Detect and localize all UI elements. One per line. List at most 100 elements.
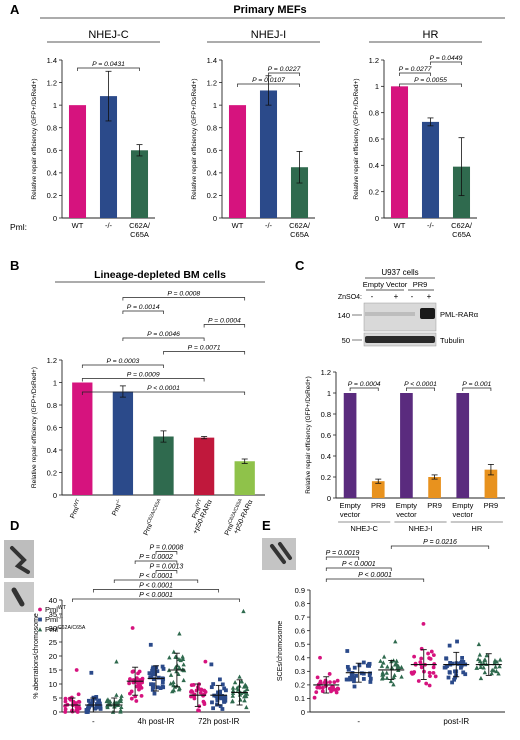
data-point bbox=[334, 690, 339, 695]
data-point bbox=[244, 704, 249, 710]
panel-b-letter: B bbox=[10, 258, 19, 273]
data-point bbox=[89, 670, 94, 675]
panel-b-title: Lineage-depleted BM cells bbox=[94, 269, 226, 281]
data-point bbox=[181, 677, 186, 683]
data-point bbox=[332, 680, 337, 685]
data-point bbox=[152, 691, 157, 696]
data-point bbox=[147, 671, 152, 676]
significance-bracket bbox=[203, 324, 246, 328]
significance-bracket bbox=[390, 545, 490, 549]
y-tick-label: 0.2 bbox=[207, 191, 217, 200]
data-point bbox=[320, 689, 325, 694]
data-point bbox=[442, 665, 447, 670]
data-point bbox=[174, 669, 179, 674]
data-point bbox=[394, 661, 399, 666]
data-point bbox=[447, 643, 452, 648]
p-value-label: P = 0.0046 bbox=[147, 331, 180, 338]
data-point bbox=[88, 701, 93, 706]
data-point bbox=[459, 665, 463, 670]
blot-group-empty: Empty Vector bbox=[363, 280, 408, 289]
mw-marker-140: 140 bbox=[337, 311, 350, 320]
p-value-label: P = 0.0008 bbox=[167, 291, 200, 298]
data-point bbox=[119, 704, 124, 710]
data-point bbox=[244, 686, 250, 692]
y-tick-label: 1.2 bbox=[47, 356, 57, 365]
data-point bbox=[312, 695, 317, 700]
significance-bracket bbox=[122, 337, 205, 341]
significance-bracket bbox=[406, 387, 435, 391]
p-value-label: P < 0.0001 bbox=[404, 381, 437, 388]
data-point bbox=[148, 642, 153, 647]
bar bbox=[456, 393, 470, 498]
data-point bbox=[76, 699, 81, 704]
data-point bbox=[92, 706, 97, 711]
data-point bbox=[211, 706, 216, 711]
y-tick-label: 0 bbox=[53, 214, 57, 223]
data-point bbox=[158, 686, 163, 690]
y-axis-label: Relative repair efficiency (GFP+/DsRed+) bbox=[353, 78, 360, 199]
data-point bbox=[63, 699, 68, 704]
data-point bbox=[410, 671, 415, 676]
data-point bbox=[391, 682, 396, 687]
y-tick-label: 1.4 bbox=[47, 56, 57, 65]
data-point bbox=[237, 674, 242, 679]
x-tick-label: C62A/ bbox=[451, 221, 473, 230]
y-tick-label: 0.8 bbox=[207, 124, 217, 133]
p-value-label: P < 0.0001 bbox=[139, 592, 173, 599]
y-tick-label: 0.8 bbox=[295, 599, 305, 608]
y-tick-label: 1 bbox=[213, 101, 217, 110]
x-tick-label: PR9 bbox=[371, 501, 386, 510]
data-point bbox=[150, 687, 155, 692]
p-value-label: P = 0.0107 bbox=[252, 77, 285, 84]
x-tick-label: PmlWT bbox=[68, 498, 85, 520]
y-tick-label: 0.4 bbox=[369, 161, 379, 170]
data-point bbox=[366, 662, 371, 667]
data-point bbox=[118, 696, 124, 701]
p-value-label: P = 0.0431 bbox=[92, 61, 125, 68]
p-value-label: P < 0.0001 bbox=[147, 385, 180, 392]
charts-layer: 0 0.2 0.4 0.6 0.8 1 1.2 1.4 Relative repair effi… bbox=[31, 29, 505, 726]
data-point bbox=[177, 685, 182, 691]
legend-label: Pml-/- bbox=[45, 615, 63, 624]
data-point bbox=[180, 656, 186, 661]
y-tick-label: 0.6 bbox=[47, 146, 57, 155]
data-point bbox=[431, 653, 436, 658]
data-point bbox=[137, 687, 141, 692]
data-point bbox=[345, 649, 350, 653]
y-tick-label: 0.6 bbox=[295, 626, 305, 635]
y-axis-label: % aberrations/chromosome bbox=[33, 613, 40, 699]
data-point bbox=[155, 685, 160, 690]
x-group-label: - bbox=[357, 717, 360, 726]
x-tick-label: Empty bbox=[396, 501, 418, 510]
data-point bbox=[394, 658, 399, 663]
data-point bbox=[150, 672, 155, 677]
data-point bbox=[149, 675, 154, 680]
y-tick-label: 0.4 bbox=[321, 452, 331, 461]
data-point bbox=[209, 685, 214, 690]
data-point bbox=[232, 679, 238, 685]
x-tick-label: C65A bbox=[452, 230, 471, 239]
y-tick-label: 0 bbox=[213, 214, 217, 223]
data-point bbox=[396, 664, 401, 669]
y-tick-label: 1.2 bbox=[47, 78, 57, 87]
data-point bbox=[431, 670, 436, 675]
data-point bbox=[90, 699, 95, 703]
chart-C: 0 0.2 0.4 0.6 0.8 1 1.2 Relative repair efficie… bbox=[305, 368, 505, 533]
data-point bbox=[161, 667, 166, 671]
data-point bbox=[429, 649, 434, 654]
data-point bbox=[137, 684, 142, 689]
x-tick-label: Empty bbox=[452, 501, 474, 510]
bar bbox=[153, 436, 174, 495]
x-group-label: post-IR bbox=[443, 717, 469, 726]
data-point bbox=[380, 672, 385, 677]
data-point bbox=[427, 656, 432, 661]
significance-bracket bbox=[92, 589, 220, 593]
data-point bbox=[139, 693, 144, 698]
significance-bracket bbox=[325, 578, 425, 582]
data-point bbox=[446, 675, 451, 680]
data-point bbox=[130, 626, 135, 630]
significance-bracket bbox=[81, 378, 205, 382]
data-point bbox=[463, 672, 468, 677]
data-point bbox=[201, 699, 206, 704]
x-tick-label: PR9 bbox=[484, 501, 499, 510]
